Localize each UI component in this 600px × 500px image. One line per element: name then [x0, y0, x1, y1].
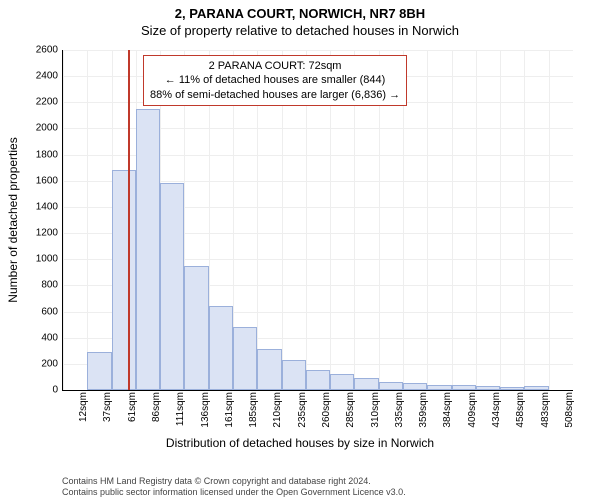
- x-axis-label: Distribution of detached houses by size …: [0, 436, 600, 450]
- annotation-line: ← 11% of detached houses are smaller (84…: [150, 73, 400, 87]
- y-tick-label: 2200: [28, 97, 58, 108]
- y-axis-label: Number of detached properties: [6, 137, 20, 302]
- y-tick-label: 1200: [28, 228, 58, 239]
- y-tick-label: 0: [28, 385, 58, 396]
- histogram-bar: [257, 349, 281, 390]
- x-tick-label: 37sqm: [102, 392, 113, 422]
- x-tick-label: 508sqm: [564, 392, 575, 428]
- gridline-v: [87, 50, 88, 390]
- y-tick-label: 1400: [28, 201, 58, 212]
- histogram-bar: [427, 385, 451, 390]
- annotation-line: 2 PARANA COURT: 72sqm: [150, 59, 400, 73]
- y-tick-label: 1800: [28, 149, 58, 160]
- y-tick-label: 2600: [28, 45, 58, 56]
- x-tick-label: 434sqm: [491, 392, 502, 428]
- y-tick-label: 2400: [28, 71, 58, 82]
- x-tick-label: 310sqm: [370, 392, 381, 428]
- x-tick-label: 458sqm: [515, 392, 526, 428]
- histogram-bar: [403, 383, 427, 390]
- histogram-bar: [160, 183, 184, 390]
- y-tick-label: 2000: [28, 123, 58, 134]
- gridline-v: [476, 50, 477, 390]
- histogram-bar: [209, 306, 233, 390]
- histogram-bar: [233, 327, 257, 390]
- footer-line-1: Contains HM Land Registry data © Crown c…: [62, 476, 590, 487]
- histogram-bar: [452, 385, 476, 390]
- chart-footer: Contains HM Land Registry data © Crown c…: [62, 476, 590, 499]
- histogram-bar: [306, 370, 330, 390]
- y-tick-label: 400: [28, 332, 58, 343]
- footer-line-2: Contains public sector information licen…: [62, 487, 590, 498]
- x-tick-label: 384sqm: [442, 392, 453, 428]
- x-tick-label: 136sqm: [200, 392, 211, 428]
- x-tick-label: 210sqm: [272, 392, 283, 428]
- histogram-bar: [112, 170, 136, 390]
- histogram-bar: [524, 386, 548, 390]
- histogram-bar: [136, 109, 160, 390]
- y-tick-label: 600: [28, 306, 58, 317]
- gridline-v: [500, 50, 501, 390]
- x-tick-label: 235sqm: [297, 392, 308, 428]
- gridline-v: [452, 50, 453, 390]
- histogram-bar: [379, 382, 403, 390]
- property-marker-line: [128, 50, 130, 390]
- annotation-line: 88% of semi-detached houses are larger (…: [150, 88, 400, 102]
- histogram-bar: [500, 387, 524, 390]
- y-tick-label: 200: [28, 358, 58, 369]
- annotation-box: 2 PARANA COURT: 72sqm← 11% of detached h…: [143, 55, 407, 106]
- x-tick-label: 409sqm: [467, 392, 478, 428]
- chart-title-main: 2, PARANA COURT, NORWICH, NR7 8BH: [0, 0, 600, 21]
- chart-plot-area: 2 PARANA COURT: 72sqm← 11% of detached h…: [62, 50, 573, 391]
- x-tick-label: 86sqm: [151, 392, 162, 422]
- histogram-bar: [330, 374, 354, 390]
- x-tick-label: 260sqm: [321, 392, 332, 428]
- x-tick-label: 111sqm: [175, 392, 186, 426]
- y-tick-label: 800: [28, 280, 58, 291]
- gridline-v: [427, 50, 428, 390]
- histogram-bar: [476, 386, 500, 390]
- y-tick-label: 1600: [28, 175, 58, 186]
- gridline-v: [63, 50, 64, 390]
- x-tick-label: 161sqm: [224, 392, 235, 428]
- x-tick-label: 359sqm: [418, 392, 429, 428]
- chart-title-sub: Size of property relative to detached ho…: [0, 21, 600, 38]
- x-tick-label: 61sqm: [127, 392, 138, 422]
- histogram-bar: [282, 360, 306, 390]
- histogram-bar: [354, 378, 378, 390]
- x-tick-label: 285sqm: [345, 392, 356, 428]
- gridline-v: [549, 50, 550, 390]
- x-tick-label: 185sqm: [248, 392, 259, 428]
- histogram-bar: [184, 266, 208, 390]
- gridline-h: [63, 50, 573, 51]
- y-tick-label: 1000: [28, 254, 58, 265]
- x-tick-label: 335sqm: [394, 392, 405, 428]
- x-tick-label: 483sqm: [540, 392, 551, 428]
- x-tick-label: 12sqm: [78, 392, 89, 422]
- histogram-bar: [87, 352, 111, 390]
- gridline-v: [524, 50, 525, 390]
